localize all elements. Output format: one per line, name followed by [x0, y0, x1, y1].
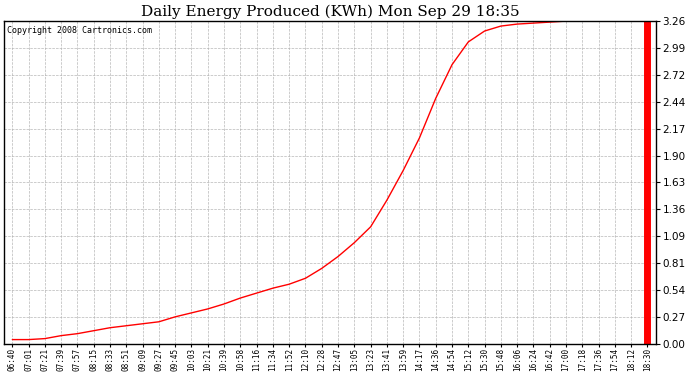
Text: Copyright 2008 Cartronics.com: Copyright 2008 Cartronics.com: [8, 26, 152, 35]
Title: Daily Energy Produced (KWh) Mon Sep 29 18:35: Daily Energy Produced (KWh) Mon Sep 29 1…: [141, 4, 519, 18]
